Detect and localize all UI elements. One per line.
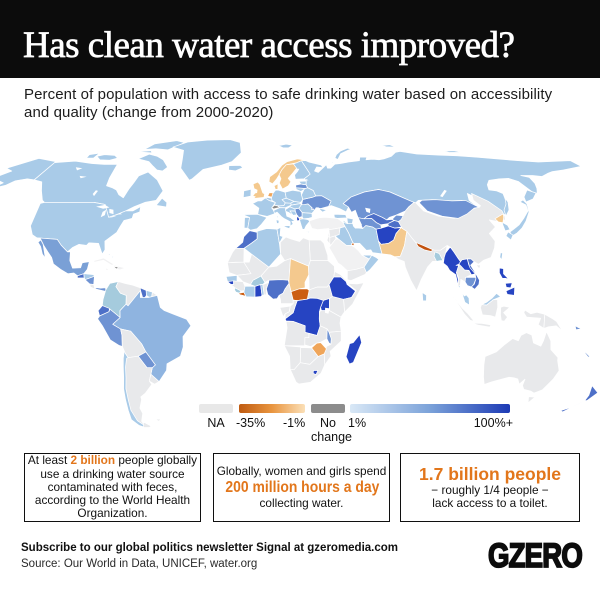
svg-text:GZERO: GZERO xyxy=(488,538,582,572)
